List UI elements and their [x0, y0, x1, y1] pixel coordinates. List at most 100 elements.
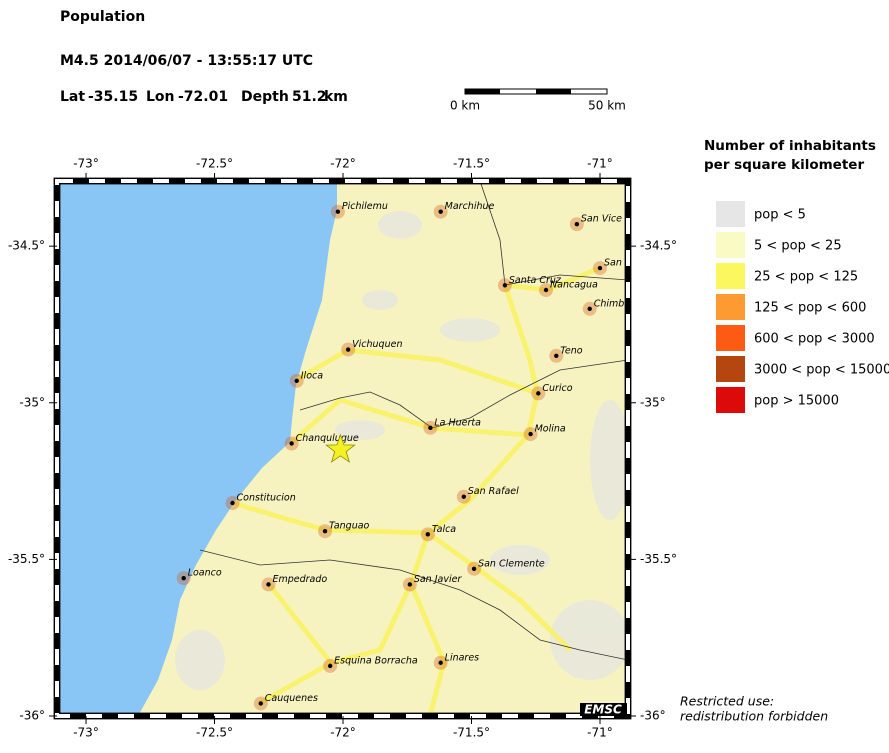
legend-title: per square kilometer [704, 157, 864, 173]
lat-tick-label: -35.5° [8, 552, 45, 566]
lon-tick-label: -72.5° [196, 726, 233, 740]
city-dot [181, 575, 186, 581]
legend-label: 5 < pop < 25 [754, 239, 842, 254]
city-label: Vichuquen [352, 339, 402, 350]
lat-tick-label: -35° [19, 395, 45, 409]
lon-tick-label: -73° [73, 157, 99, 171]
city-label: Linares [445, 652, 480, 663]
legend-label: 25 < pop < 125 [754, 270, 858, 285]
city-dot [438, 660, 443, 665]
city-dot [322, 528, 328, 534]
city-label: Molina [535, 424, 566, 435]
lat-tick-label: -36° [640, 709, 666, 723]
lon-tick-label: -71° [587, 157, 613, 171]
city-label: San Vice [581, 214, 622, 225]
city-label: San [604, 258, 622, 269]
lat-label: Lat [60, 89, 85, 105]
city-dot [461, 494, 466, 499]
city-label: Esquina Borracha [334, 655, 418, 666]
city-dot [407, 582, 413, 587]
lon-tick-label: -71.5° [453, 157, 490, 171]
depth-value: 51.2 [292, 89, 327, 105]
scale-bar [464, 88, 608, 95]
lon-value: -72.01 [178, 89, 228, 105]
legend-label: 125 < pop < 600 [754, 301, 866, 316]
lon-tick-label: -71.5° [453, 726, 490, 740]
scale-end: 50 km [588, 99, 626, 113]
legend-swatch [716, 294, 745, 320]
lon-label: Lon [146, 89, 175, 105]
logo: EMSC [584, 703, 622, 717]
legend-title: Number of inhabitants [704, 138, 876, 154]
lon-tick-label: -71° [587, 726, 613, 740]
city-label: Pichilemu [342, 201, 388, 212]
city-dot [587, 306, 592, 311]
city-dot [266, 582, 271, 587]
city-label: Loanco [188, 568, 222, 579]
city-dot [438, 209, 443, 214]
city-label: Santa Cruz [509, 275, 562, 286]
city-label: Empedrado [272, 574, 327, 585]
city-label: Tanguao [329, 521, 370, 532]
scale-start: 0 km [450, 99, 480, 113]
city-dot [258, 701, 263, 706]
city-dot [230, 500, 235, 506]
city-dot [327, 663, 333, 669]
city-label: Teno [560, 345, 582, 356]
city-dot [502, 283, 508, 288]
legend-label: pop > 15000 [754, 394, 839, 409]
city-dot [528, 431, 533, 437]
lat-value: -35.15 [88, 89, 138, 105]
city-label: Cauquenes [265, 693, 318, 704]
city-label: Constitucion [237, 493, 296, 504]
legend-swatch [716, 201, 745, 227]
lat-tick-label: -34.5° [8, 239, 45, 253]
footer-note: redistribution forbidden [680, 709, 828, 724]
logo-box [580, 703, 627, 716]
city-label: Chimb [594, 298, 625, 309]
lat-tick-label: -35° [640, 395, 666, 409]
lat-tick-label: -34.5° [640, 239, 677, 253]
lon-tick-label: -73° [73, 726, 99, 740]
city-dot [536, 391, 541, 396]
legend-swatch [716, 356, 745, 382]
legend-swatch [716, 387, 745, 413]
city-dot [554, 353, 559, 358]
lat-tick-label: -35.5° [640, 552, 677, 566]
event: M4.5 2014/06/07 - 13:55:17 UTC [60, 53, 313, 69]
city-dot [543, 287, 549, 293]
depth-label: Depth [241, 89, 289, 105]
lon-tick-label: -72.5° [196, 157, 233, 171]
city-dot [574, 222, 580, 227]
legend-swatch [716, 232, 745, 258]
legend-label: 600 < pop < 3000 [754, 332, 875, 347]
legend-swatch [716, 325, 745, 351]
city-dot [335, 209, 341, 214]
city-dot [294, 378, 299, 384]
legend-label: pop < 5 [754, 208, 806, 223]
city-dot [425, 532, 431, 537]
depth-unit: km [324, 89, 348, 105]
city-label: San Clemente [478, 558, 545, 569]
city-label: Talca [432, 524, 456, 535]
city-label: Marchihue [445, 201, 495, 212]
lon-tick-label: -72° [330, 157, 356, 171]
city-dot [428, 425, 433, 431]
city-label: Chanquluque [296, 433, 359, 444]
city-dot [597, 265, 603, 271]
city-label: San Javier [414, 574, 463, 585]
city-label: San Rafael [468, 486, 519, 497]
epicenter [325, 433, 356, 463]
city-label: Iloca [301, 370, 323, 381]
city-label: Curico [542, 383, 572, 394]
city-label: Nancagua [550, 280, 598, 291]
city-dot [345, 347, 351, 352]
legend-label: 3000 < pop < 15000 [754, 363, 889, 378]
city-dot [471, 566, 477, 571]
city-label: La Huerta [434, 417, 481, 428]
title: Population [60, 9, 145, 25]
map-frame [53, 177, 632, 720]
city-dot [289, 441, 294, 446]
lon-tick-label: -72° [330, 726, 356, 740]
